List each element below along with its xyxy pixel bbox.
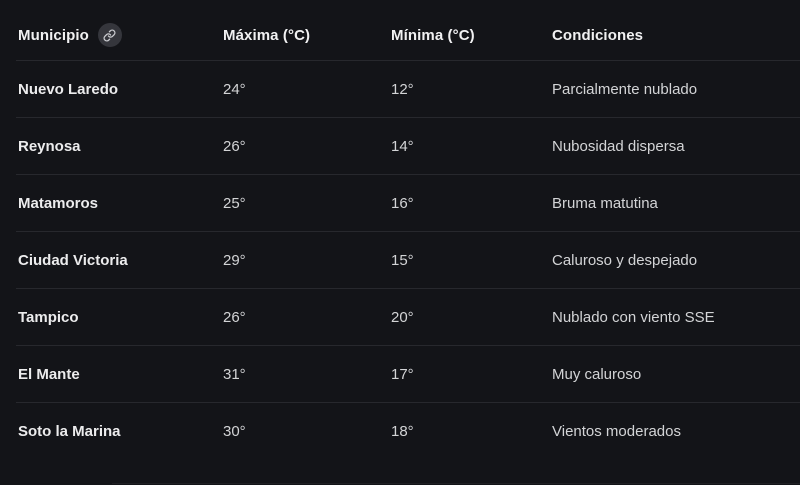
min-temp-cell: 15° (391, 252, 414, 269)
table-row: El Mante 31° 17° Muy caluroso (0, 346, 800, 403)
max-temp-cell: 26° (223, 309, 246, 326)
min-temp-cell: 14° (391, 138, 414, 155)
table-row: Nuevo Laredo 24° 12° Parcialmente nublad… (0, 61, 800, 118)
column-header-minima: Mínima (°C) (391, 26, 475, 44)
column-header-municipio: Municipio (18, 23, 223, 47)
table-row: Ciudad Victoria 29° 15° Caluroso y despe… (0, 232, 800, 289)
weather-table: Municipio Máxima (°C) Mínima (°C) Condic… (0, 0, 800, 460)
conditions-cell: Vientos moderados (552, 423, 681, 440)
max-temp-cell: 24° (223, 81, 246, 98)
conditions-cell: Muy caluroso (552, 366, 642, 383)
min-temp-cell: 12° (391, 81, 414, 98)
min-temp-cell: 20° (391, 309, 414, 326)
municipality-cell: Tampico (18, 309, 79, 326)
conditions-cell: Caluroso y despejado (552, 252, 698, 269)
min-temp-cell: 16° (391, 195, 414, 212)
municipality-cell: Nuevo Laredo (18, 81, 119, 98)
min-temp-cell: 18° (391, 423, 414, 440)
municipality-cell: El Mante (18, 366, 80, 383)
table-row: Matamoros 25° 16° Bruma matutina (0, 175, 800, 232)
min-temp-cell: 17° (391, 366, 414, 383)
table-header-row: Municipio Máxima (°C) Mínima (°C) Condic… (0, 0, 800, 61)
column-header-municipio-label: Municipio (18, 26, 89, 44)
table-row: Reynosa 26° 14° Nubosidad dispersa (0, 118, 800, 175)
max-temp-cell: 31° (223, 366, 246, 383)
column-header-maxima: Máxima (°C) (223, 26, 311, 44)
max-temp-cell: 29° (223, 252, 246, 269)
municipality-cell: Reynosa (18, 138, 81, 155)
max-temp-cell: 25° (223, 195, 246, 212)
municipality-cell: Soto la Marina (18, 423, 121, 440)
max-temp-cell: 26° (223, 138, 246, 155)
column-header-condiciones: Condiciones (552, 26, 644, 44)
conditions-cell: Nubosidad dispersa (552, 138, 685, 155)
bottom-edge-divider (112, 483, 800, 484)
municipality-cell: Matamoros (18, 195, 99, 212)
conditions-cell: Bruma matutina (552, 195, 658, 212)
table-row: Soto la Marina 30° 18° Vientos moderados (0, 403, 800, 460)
table-row: Tampico 26° 20° Nublado con viento SSE (0, 289, 800, 346)
conditions-cell: Parcialmente nublado (552, 81, 698, 98)
link-icon[interactable] (97, 23, 122, 47)
municipality-cell: Ciudad Victoria (18, 252, 128, 269)
link-icon-glyph (103, 28, 116, 42)
conditions-cell: Nublado con viento SSE (552, 309, 715, 326)
max-temp-cell: 30° (223, 423, 246, 440)
